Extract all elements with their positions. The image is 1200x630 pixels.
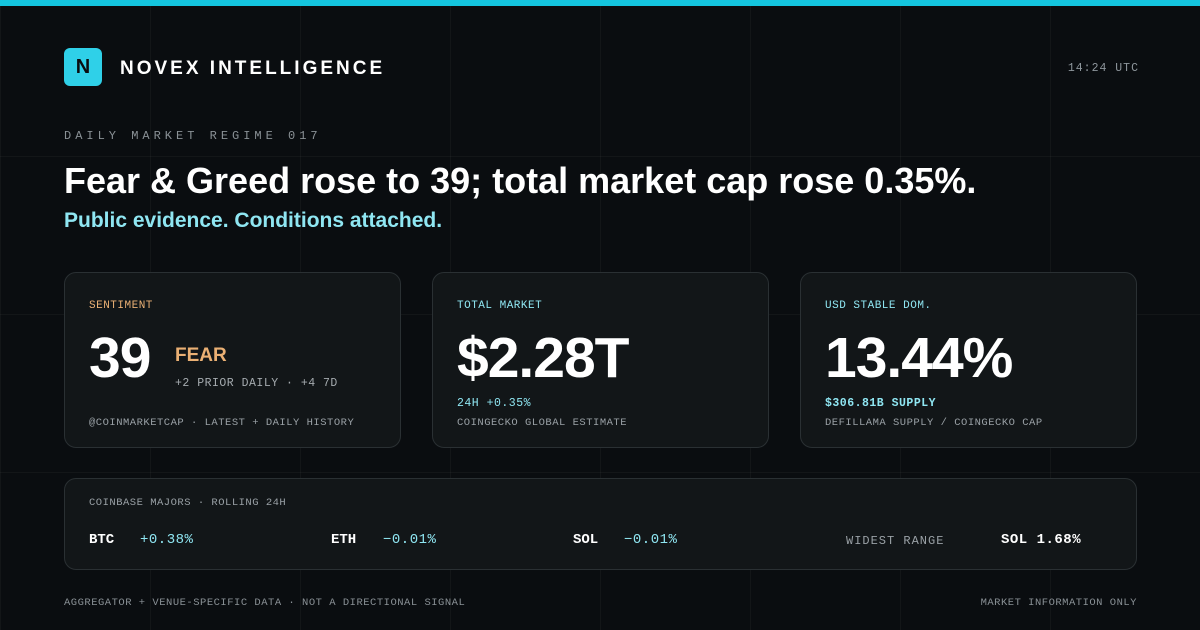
stable-dominance-card: USD STABLE DOM. 13.44% $306.81B SUPPLY D… — [800, 272, 1137, 448]
asset-change-eth: −0.01% — [383, 532, 437, 548]
stable-dominance-source: DEFILLAMA SUPPLY / COINGECKO CAP — [825, 417, 1043, 429]
asset-symbol-sol: SOL — [573, 532, 599, 548]
sentiment-source: @COINMARKETCAP · LATEST + DAILY HISTORY — [89, 417, 355, 429]
footer-disclaimer: AGGREGATOR + VENUE-SPECIFIC DATA · NOT A… — [64, 597, 466, 609]
stable-dominance-value: 13.44% — [825, 326, 1013, 390]
asset-change-btc: +0.38% — [140, 532, 194, 548]
sentiment-delta: +2 PRIOR DAILY · +4 7D — [175, 377, 338, 390]
report-kicker: DAILY MARKET REGIME 017 — [64, 129, 322, 143]
timestamp: 14:24 UTC — [1067, 62, 1139, 75]
total-market-value: $2.28T — [457, 326, 629, 390]
widest-range-label: WIDEST RANGE — [846, 534, 945, 548]
sentiment-card: SENTIMENT 39 FEAR +2 PRIOR DAILY · +4 7D… — [64, 272, 401, 448]
brand-logo-icon: N — [64, 48, 102, 86]
majors-panel: COINBASE MAJORS · ROLLING 24H BTC +0.38%… — [64, 478, 1137, 570]
stable-dominance-label: USD STABLE DOM. — [825, 300, 932, 312]
sentiment-label: SENTIMENT — [89, 300, 153, 312]
brand-name: NOVEX INTELLIGENCE — [120, 58, 386, 79]
sentiment-state: FEAR — [175, 345, 227, 366]
headline: Fear & Greed rose to 39; total market ca… — [64, 160, 977, 201]
total-market-card: TOTAL MARKET $2.28T 24H +0.35% COINGECKO… — [432, 272, 769, 448]
widest-range-value: SOL 1.68% — [1001, 532, 1082, 548]
asset-symbol-btc: BTC — [89, 532, 115, 548]
footer-note: MARKET INFORMATION ONLY — [980, 597, 1137, 609]
sentiment-value: 39 — [89, 326, 151, 390]
total-market-change: 24H +0.35% — [457, 397, 532, 410]
total-market-label: TOTAL MARKET — [457, 300, 543, 312]
subheadline: Public evidence. Conditions attached. — [64, 209, 443, 232]
accent-top-bar — [0, 0, 1200, 6]
asset-symbol-eth: ETH — [331, 532, 357, 548]
asset-change-sol: −0.01% — [624, 532, 678, 548]
majors-label: COINBASE MAJORS · ROLLING 24H — [89, 497, 287, 509]
logo-letter: N — [75, 55, 91, 78]
total-market-source: COINGECKO GLOBAL ESTIMATE — [457, 417, 628, 429]
stable-supply: $306.81B SUPPLY — [825, 397, 937, 410]
